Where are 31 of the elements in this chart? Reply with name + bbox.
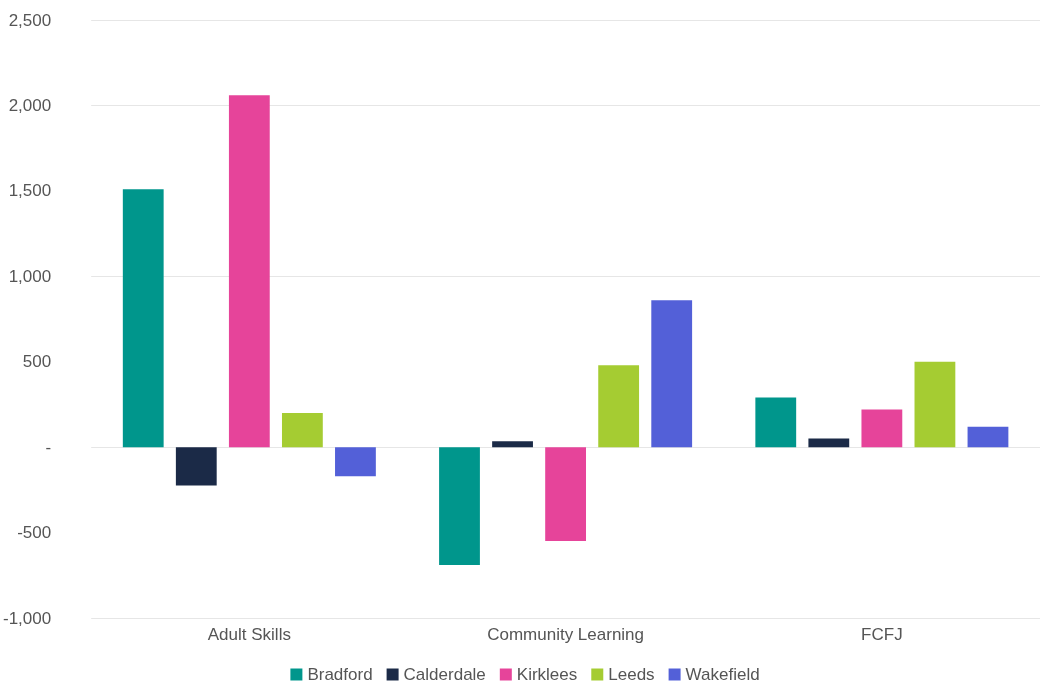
y-tick-label: -1,000 (3, 608, 52, 628)
x-tick-label: FCFJ (861, 625, 903, 644)
legend-label: Wakefield (685, 665, 760, 684)
bar (808, 438, 850, 448)
legend-label: Kirklees (516, 665, 578, 684)
bar (122, 189, 164, 448)
y-tick-label: -500 (17, 523, 52, 543)
bar (755, 397, 797, 448)
bar (914, 361, 956, 448)
bar (598, 365, 640, 448)
y-tick-label: 2,500 (8, 10, 52, 30)
x-tick-label: Adult Skills (207, 625, 291, 644)
bar (967, 426, 1009, 448)
bar (281, 412, 323, 448)
bar (545, 447, 587, 542)
y-tick-label: - (45, 437, 52, 457)
y-tick-label: 2,000 (8, 95, 52, 115)
bar (228, 95, 270, 448)
y-tick-label: 500 (22, 352, 52, 372)
x-tick-label: Community Learning (487, 625, 645, 644)
bar (861, 409, 903, 448)
y-tick-label: 1,000 (8, 266, 52, 286)
y-tick-label: 1,500 (8, 181, 52, 201)
bar (439, 447, 480, 566)
legend-label: Leeds (608, 665, 655, 684)
legend-label: Bradford (307, 665, 373, 684)
legend-label: Calderdale (403, 665, 486, 684)
bar (335, 447, 376, 477)
bar (492, 441, 533, 448)
bar (175, 447, 217, 486)
bar (651, 300, 693, 448)
